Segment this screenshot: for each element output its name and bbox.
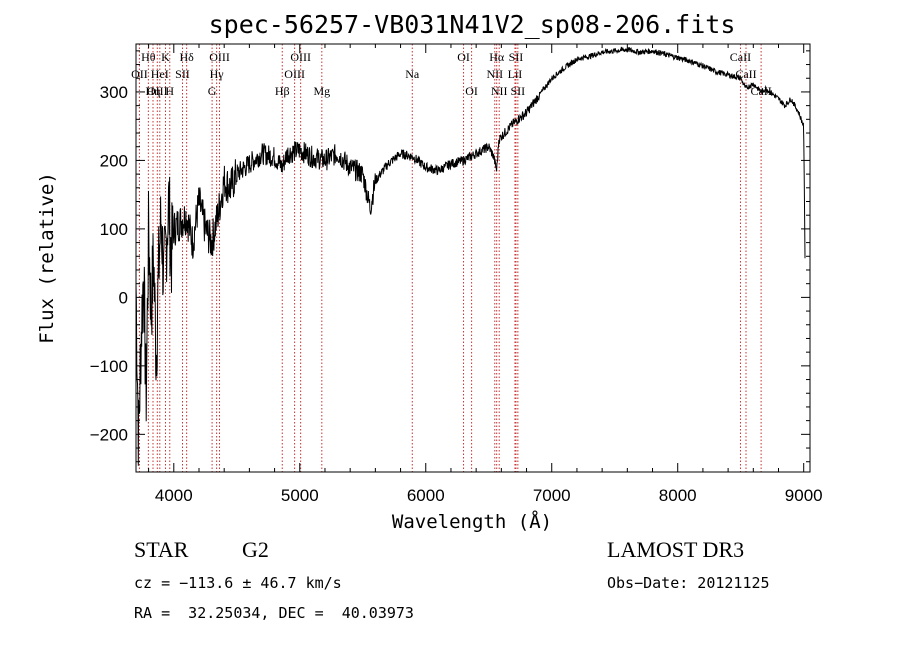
line-label-16: Na [405,67,420,81]
line-label-13: OIII [290,50,311,64]
line-label-20: NII [486,67,503,81]
x-tick-label-5: 9000 [785,486,823,505]
line-label-22: SII [509,50,524,64]
line-label-14: OIII [284,67,305,81]
line-label-8: Hδ [179,50,194,64]
line-label-18: OI [465,84,478,98]
line-label-6: H [165,84,174,98]
survey-name: LAMOST DR3 [607,537,745,562]
plot-frame [135,43,811,473]
y-axis-ticks: −200 −100 0 100 200 300 [90,50,810,463]
line-label-11: G [208,84,217,98]
line-label-0: Hθ [141,50,156,64]
line-label-23: LiI [508,67,523,81]
line-label-17: OI [457,50,470,64]
x-tick-label-4: 8000 [659,486,697,505]
line-label-1: OII [131,67,148,81]
observation-date: Obs−Date: 20121125 [607,574,770,592]
object-class: STAR [134,537,189,562]
line-label-9: OIII [209,50,230,64]
line-label-7: SII [175,67,190,81]
sky-coordinates: RA = 32.25034, DEC = 40.03973 [134,604,414,622]
line-label-12: Hβ [275,84,290,98]
line-label-4: K [161,50,170,64]
y-tick-label-5: 300 [100,83,128,102]
line-label-25: CaII [730,50,751,64]
y-tick-label-0: −200 [90,425,128,444]
x-tick-label-3: 7000 [533,486,571,505]
line-label-24: SII [511,84,526,98]
y-tick-label-2: 0 [119,288,128,307]
y-tick-label-4: 200 [100,151,128,170]
spectral-line-markers [138,44,762,472]
line-label-5: HeI [151,67,169,81]
x-tick-label-1: 5000 [281,486,319,505]
x-tick-label-0: 4000 [155,486,193,505]
redshift-velocity: cz = −113.6 ± 46.7 km/s [134,574,342,592]
line-label-3: Hη [146,84,161,98]
flux-trace [135,46,806,466]
line-label-21: NII [491,84,508,98]
x-axis-label: Wavelength (Å) [392,510,552,533]
x-axis-ticks: 4000 5000 6000 7000 8000 9000 [148,44,823,505]
line-label-10: Hγ [210,67,225,81]
y-axis-label: Flux (relative) [36,172,58,344]
y-tick-label-1: −100 [90,357,128,376]
y-tick-label-3: 100 [100,220,128,239]
chart-title: spec-56257-VB031N41V2_sp08-206.fits [209,10,736,39]
spectral-subclass: G2 [242,537,269,562]
line-label-15: Mg [313,84,330,98]
line-label-19: Hα [489,50,505,64]
line-label-2: OIII [147,84,168,98]
x-tick-label-2: 6000 [407,486,445,505]
